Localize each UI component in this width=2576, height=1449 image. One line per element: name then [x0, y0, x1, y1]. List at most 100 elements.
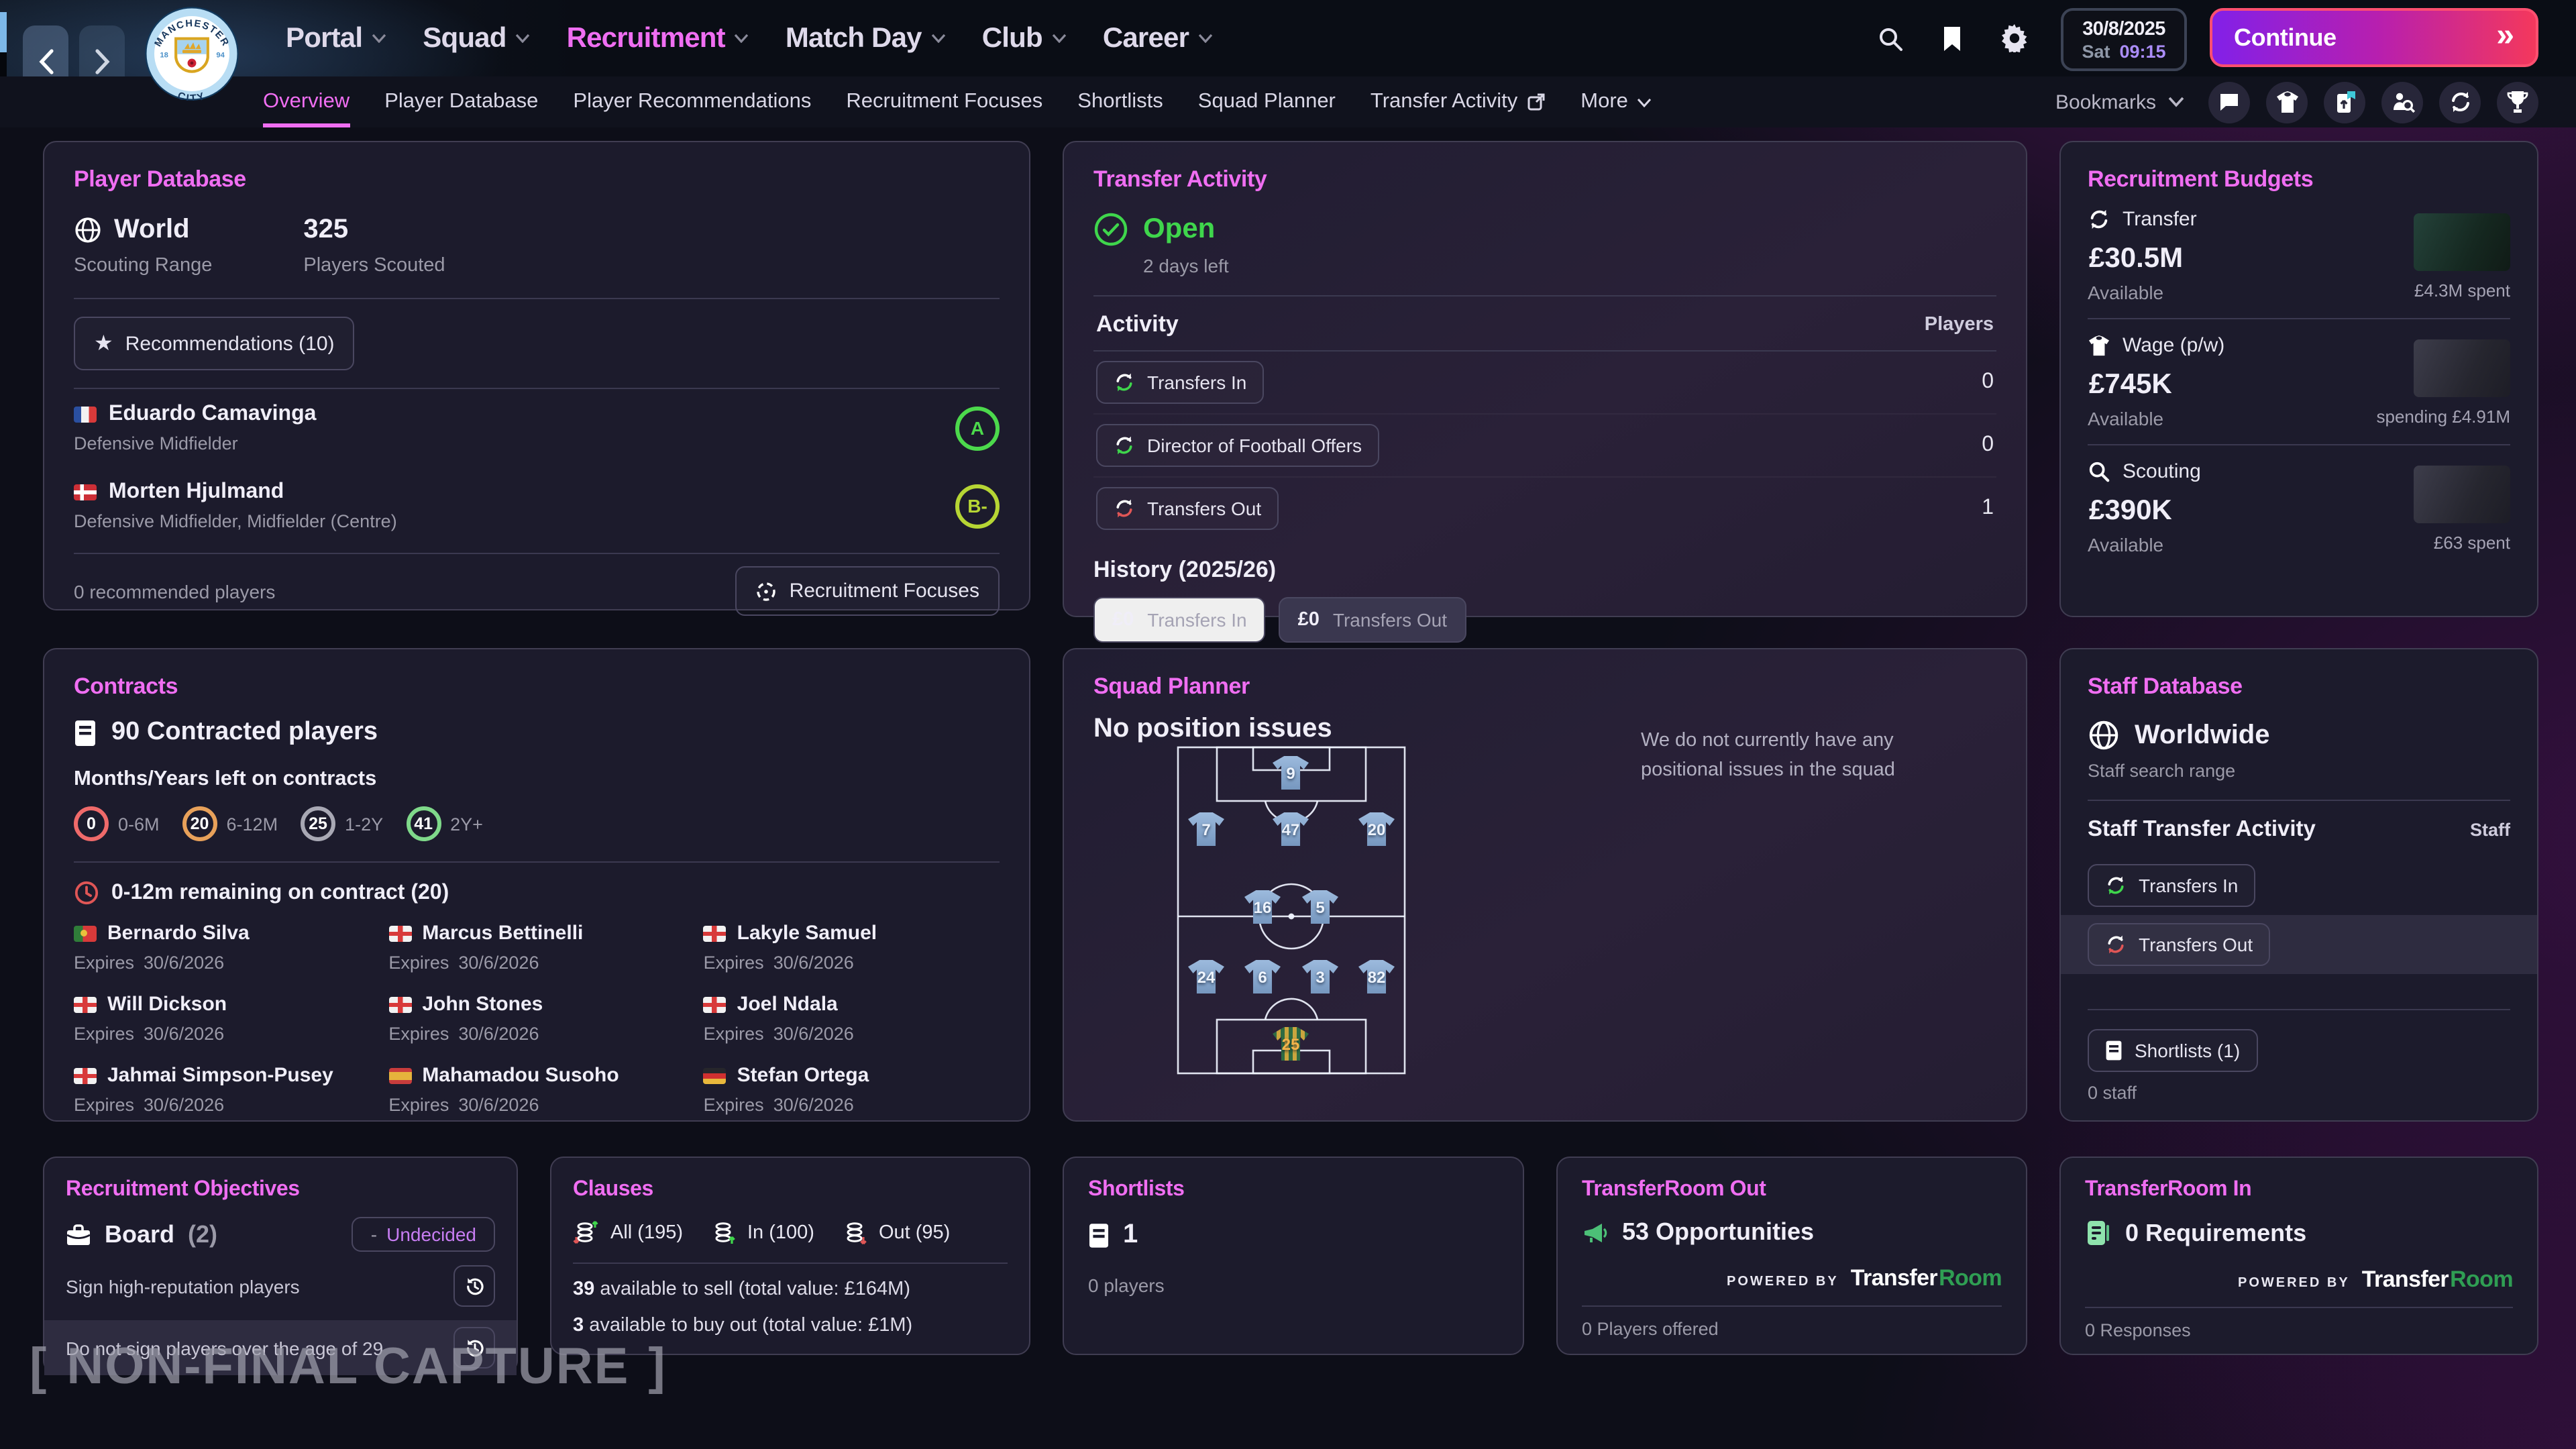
- nav-career[interactable]: Career: [1103, 22, 1213, 54]
- recommended-player-row[interactable]: Morten Hjulmand Defensive Midfielder, Mi…: [74, 467, 1000, 545]
- recruitment-focuses-button[interactable]: Recruitment Focuses: [735, 566, 1000, 616]
- responses-count: 0 Responses: [2085, 1320, 2191, 1340]
- transfers-out-button[interactable]: Transfers Out: [1096, 487, 1279, 530]
- staff-transfers-in-button[interactable]: Transfers In: [2088, 864, 2256, 907]
- edge-accent: [0, 12, 7, 52]
- nav-match-day[interactable]: Match Day: [786, 22, 946, 54]
- objective-row[interactable]: Do not sign players over the age of 29: [44, 1320, 517, 1375]
- window-status: Open: [1143, 213, 1216, 244]
- bookmarks-dropdown[interactable]: Bookmarks: [2055, 91, 2184, 113]
- continue-button[interactable]: Continue »: [2210, 8, 2538, 67]
- nav-portal[interactable]: Portal: [286, 22, 386, 54]
- primary-nav: Portal Squad Recruitment Match Day Club …: [286, 0, 1213, 76]
- expiring-player[interactable]: Bernardo Silva Expires 30/6/2026: [74, 922, 250, 973]
- recommended-player-row[interactable]: Eduardo Camavinga Defensive Midfielder A: [74, 389, 1000, 467]
- staff-transfers-out-button[interactable]: Transfers Out: [2088, 923, 2271, 966]
- nav-club[interactable]: Club: [982, 22, 1067, 54]
- globe-icon: [74, 216, 102, 244]
- bucket-2y-plus[interactable]: 41 2Y+: [406, 806, 483, 841]
- tab-more[interactable]: More: [1580, 76, 1652, 127]
- gear-icon[interactable]: [1999, 23, 2029, 53]
- transfers-in-button[interactable]: Transfers In: [1096, 361, 1265, 404]
- scouting-icon[interactable]: [2381, 81, 2423, 123]
- clauses-filter-all[interactable]: All (195): [573, 1220, 683, 1245]
- trophy-icon[interactable]: [2497, 81, 2538, 123]
- expiring-player[interactable]: Jahmai Simpson-Pusey Expires 30/6/2026: [74, 1064, 333, 1115]
- expiring-players-grid: Bernardo Silva Expires 30/6/2026 Marcus Be…: [74, 911, 1000, 1124]
- panel-recruitment-objectives: Recruitment Objectives Board (2) - Undec…: [43, 1157, 518, 1375]
- objective-history-button[interactable]: [453, 1265, 495, 1307]
- dof-offers-count: 0: [1982, 433, 1994, 456]
- chevron-down-icon: [1638, 97, 1652, 107]
- search-icon[interactable]: [1876, 23, 1905, 53]
- sync-icon[interactable]: [2439, 81, 2481, 123]
- recommendations-button[interactable]: ★ Recommendations (10): [74, 317, 355, 370]
- budget-scouting[interactable]: Scouting £390K Available £63 spent: [2088, 460, 2510, 555]
- history-transfers-in-button[interactable]: £0 Transfers In: [1093, 597, 1266, 643]
- panel-title: Contracts: [74, 674, 178, 699]
- nav-recruitment[interactable]: Recruitment: [567, 22, 749, 54]
- nav-squad[interactable]: Squad: [423, 22, 530, 54]
- panel-title: Transfer Activity: [1093, 166, 1267, 192]
- tab-transfer-activity[interactable]: Transfer Activity: [1371, 76, 1546, 127]
- panel-shortlists: Shortlists 1 0 players: [1063, 1157, 1524, 1355]
- expiring-player[interactable]: Stefan Ortega Expires 30/6/2026: [703, 1064, 869, 1115]
- position-issues-status: No position issues: [1093, 714, 1332, 743]
- panel-clauses: Clauses All (195) In (100) Out (95) 39 a…: [550, 1157, 1030, 1355]
- tab-recruitment-focuses[interactable]: Recruitment Focuses: [846, 90, 1043, 113]
- chevron-right-icon: [93, 48, 111, 74]
- club-crest[interactable]: MANCHESTER CITY 18 94: [145, 7, 239, 101]
- crest-year-right: 94: [216, 52, 225, 60]
- budget-transfer[interactable]: Transfer £30.5M Available £4.3M spent: [2088, 208, 2510, 303]
- check-circle-icon: [1093, 212, 1128, 247]
- game-date[interactable]: 30/8/2025 Sat 09:15: [2061, 8, 2187, 71]
- chevron-down-icon: [2168, 97, 2184, 107]
- objective-history-button[interactable]: [453, 1327, 495, 1368]
- tab-squad-planner[interactable]: Squad Planner: [1197, 90, 1336, 113]
- expiring-player[interactable]: Mahamadou Susoho Expires 30/6/2026: [388, 1064, 619, 1115]
- coins-out-icon: [844, 1220, 868, 1245]
- undecided-button[interactable]: - Undecided: [352, 1217, 495, 1252]
- bucket-1-2y[interactable]: 25 1-2Y: [301, 806, 383, 841]
- expiring-player[interactable]: Marcus Bettinelli Expires 30/6/2026: [388, 922, 584, 973]
- tab-overview[interactable]: Overview: [263, 76, 350, 127]
- expiring-player[interactable]: Lakyle Samuel Expires 30/6/2026: [703, 922, 877, 973]
- expiring-player[interactable]: Joel Ndala Expires 30/6/2026: [703, 993, 854, 1044]
- tab-player-recommendations[interactable]: Player Recommendations: [573, 90, 812, 113]
- window-days-left: 2 days left: [1143, 255, 1229, 276]
- expiring-player[interactable]: John Stones Expires 30/6/2026: [388, 993, 543, 1044]
- rating-badge: B-: [955, 484, 1000, 528]
- expiring-player[interactable]: Will Dickson Expires 30/6/2026: [74, 993, 227, 1044]
- bucket-6-12m[interactable]: 20 6-12M: [182, 806, 278, 841]
- shirt-icon[interactable]: [2266, 81, 2308, 123]
- chevron-down-icon: [1052, 34, 1067, 43]
- tab-shortlists[interactable]: Shortlists: [1077, 90, 1163, 113]
- coins-in-icon: [712, 1220, 737, 1245]
- budget-spark-chart: [2414, 466, 2510, 523]
- budget-spark-chart: [2414, 213, 2510, 271]
- flag-spain: [388, 1067, 412, 1083]
- flag-portugal: [74, 925, 97, 941]
- bookmark-icon[interactable]: [1937, 23, 1967, 53]
- recommended-count: 0 recommended players: [74, 580, 276, 602]
- clauses-filter-out[interactable]: Out (95): [844, 1220, 950, 1245]
- objective-row[interactable]: Sign high-reputation players: [66, 1258, 495, 1313]
- budget-wage[interactable]: Wage (p/w) £745K Available spending £4.9…: [2088, 334, 2510, 429]
- bucket-0-6m[interactable]: 0 0-6M: [74, 806, 160, 841]
- top-icons: [1876, 0, 2029, 76]
- player-status-icon[interactable]: [2324, 81, 2365, 123]
- chevron-left-icon: [37, 48, 54, 74]
- staff-shortlists-button[interactable]: Shortlists (1): [2088, 1029, 2258, 1072]
- tab-player-database[interactable]: Player Database: [384, 90, 539, 113]
- flag-england: [703, 996, 727, 1012]
- external-link-icon: [1527, 93, 1546, 111]
- dof-offers-button[interactable]: Director of Football Offers: [1096, 424, 1380, 467]
- opportunities-count: 53 Opportunities: [1622, 1218, 1815, 1245]
- panel-title: Recruitment Objectives: [66, 1178, 300, 1201]
- messages-icon[interactable]: [2208, 81, 2250, 123]
- position-issues-message: We do not currently have any positional …: [1641, 730, 1895, 781]
- history-transfers-out-button[interactable]: £0 Transfers Out: [1279, 597, 1466, 643]
- clauses-filter-in[interactable]: In (100): [712, 1220, 814, 1245]
- panel-title: Shortlists: [1088, 1178, 1185, 1201]
- staff-range-value: Worldwide: [2135, 720, 2270, 749]
